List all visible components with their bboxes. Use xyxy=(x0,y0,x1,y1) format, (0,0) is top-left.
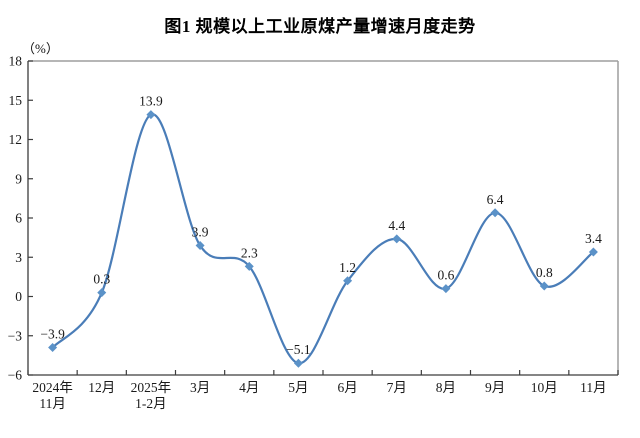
y-tick-label: −3 xyxy=(8,328,23,343)
y-tick-label: 15 xyxy=(9,93,23,108)
y-tick-label: 9 xyxy=(15,171,22,186)
data-point-marker xyxy=(539,281,549,291)
x-tick-label: 1-2月 xyxy=(135,396,167,411)
y-tick-label: 6 xyxy=(15,211,22,226)
data-point-label: 0.3 xyxy=(93,272,110,287)
data-point-marker xyxy=(146,110,156,120)
x-tick-label: 6月 xyxy=(337,380,357,395)
data-point-label: 3.4 xyxy=(585,231,602,246)
x-tick-label: 8月 xyxy=(436,380,456,395)
data-point-marker xyxy=(490,208,500,218)
data-point-label: −3.9 xyxy=(40,327,65,342)
data-point-label: −5.1 xyxy=(286,342,311,357)
y-tick-label: 18 xyxy=(9,54,23,69)
data-point-label: 13.9 xyxy=(139,94,163,109)
y-tick-label: 3 xyxy=(15,250,22,265)
x-tick-label: 12月 xyxy=(88,380,115,395)
data-point-marker xyxy=(195,240,205,250)
data-point-label: 2.3 xyxy=(241,245,258,260)
x-tick-label: 11月 xyxy=(39,396,66,411)
y-tick-label: −6 xyxy=(8,368,23,383)
y-axis-unit-label: （%） xyxy=(22,41,59,56)
data-point-marker xyxy=(343,276,353,286)
data-point-marker xyxy=(244,261,254,271)
data-point-label: 0.6 xyxy=(437,268,454,283)
data-point-label: 1.2 xyxy=(339,260,356,275)
x-tick-label: 7月 xyxy=(387,380,407,395)
data-point-marker xyxy=(588,247,598,257)
x-tick-label: 10月 xyxy=(531,380,558,395)
data-point-label: 3.9 xyxy=(192,224,209,239)
y-tick-label: 0 xyxy=(15,289,22,304)
data-point-marker xyxy=(97,288,107,298)
data-point-label: 0.8 xyxy=(536,265,553,280)
data-point-label: 6.4 xyxy=(487,192,504,207)
x-tick-label: 3月 xyxy=(190,380,210,395)
data-point-marker xyxy=(392,234,402,244)
data-point-marker xyxy=(441,284,451,294)
data-line xyxy=(51,113,595,365)
x-tick-label: 11月 xyxy=(580,380,607,395)
x-tick-label: 2025年 xyxy=(131,380,172,395)
x-tick-label: 4月 xyxy=(239,380,259,395)
chart-title: 图1 规模以上工业原煤产量增速月度走势 xyxy=(164,17,476,36)
data-point-marker xyxy=(293,358,303,368)
x-tick-label: 5月 xyxy=(288,380,308,395)
x-tick-label: 9月 xyxy=(485,380,505,395)
x-tick-label: 2024年 xyxy=(32,380,73,395)
data-point-marker xyxy=(48,343,58,353)
data-point-label: 4.4 xyxy=(388,218,405,233)
y-tick-label: 12 xyxy=(9,132,23,147)
